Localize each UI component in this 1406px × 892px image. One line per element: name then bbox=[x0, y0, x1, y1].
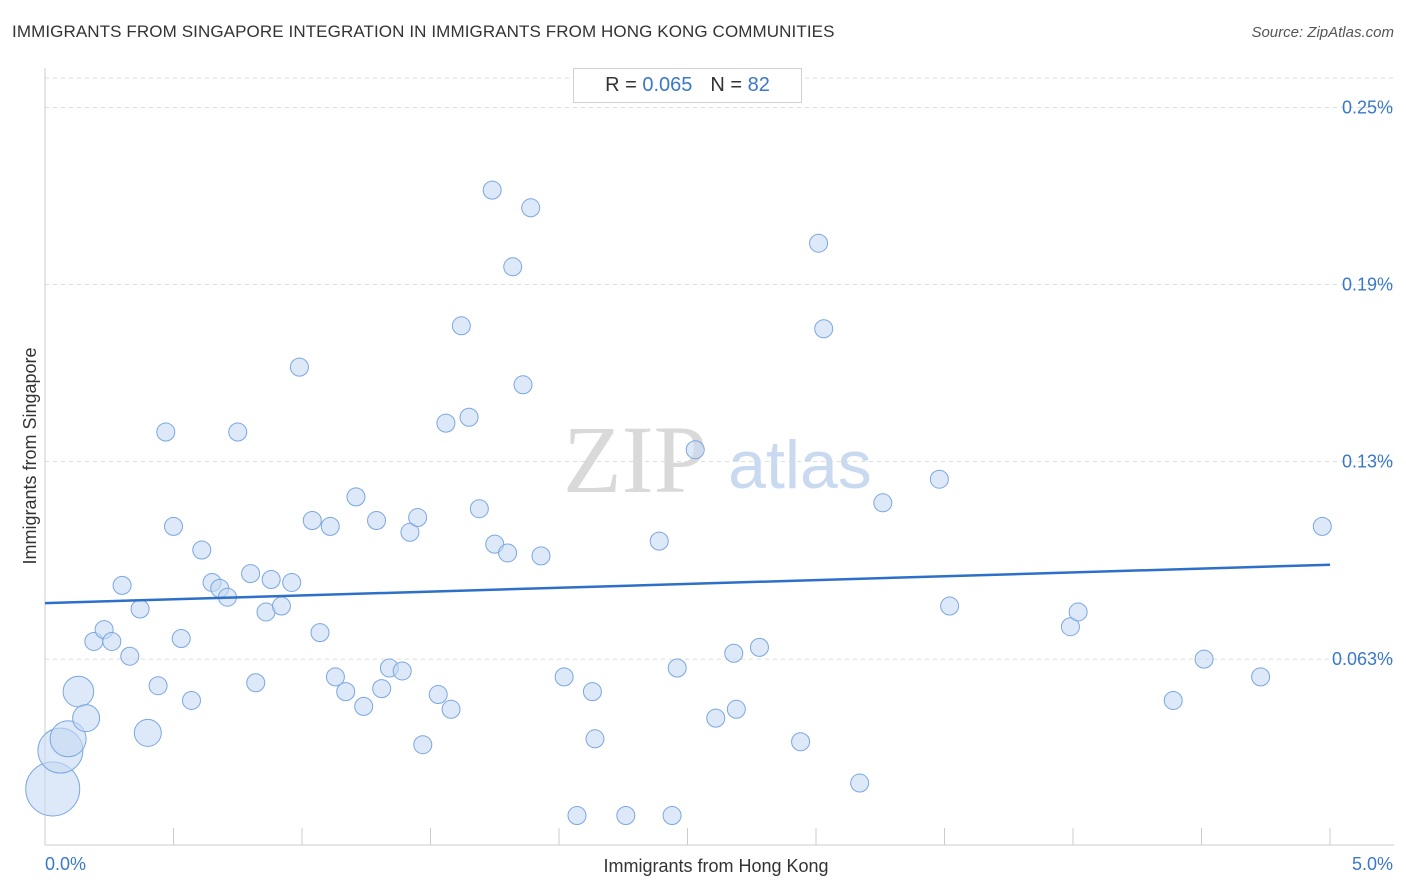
data-point bbox=[102, 631, 122, 651]
data-points bbox=[25, 180, 1332, 825]
r-label: R = bbox=[605, 74, 637, 96]
data-point bbox=[436, 413, 456, 433]
data-point bbox=[451, 316, 471, 336]
data-point bbox=[246, 673, 266, 693]
data-point bbox=[662, 806, 682, 825]
data-point bbox=[554, 667, 574, 687]
data-point bbox=[372, 679, 392, 699]
data-point bbox=[336, 682, 356, 702]
data-point bbox=[228, 422, 248, 442]
data-point bbox=[726, 699, 746, 719]
data-point bbox=[1251, 667, 1271, 687]
data-point bbox=[850, 773, 870, 793]
data-point bbox=[428, 685, 448, 705]
chart-title: IMMIGRANTS FROM SINGAPORE INTEGRATION IN… bbox=[12, 22, 835, 41]
tick-labels: 0.063% 0.13% 0.19% 0.25% 0.0% 5.0% bbox=[45, 98, 1393, 875]
data-point bbox=[400, 522, 420, 542]
data-point bbox=[72, 704, 101, 733]
watermark-zip: ZIP bbox=[563, 406, 707, 513]
data-point bbox=[282, 572, 302, 592]
n-label: N = bbox=[710, 74, 743, 96]
data-point bbox=[62, 675, 95, 708]
x-tick-label: 0.0% bbox=[45, 854, 86, 874]
data-point bbox=[441, 699, 461, 719]
data-point bbox=[1068, 602, 1088, 622]
data-point bbox=[1163, 690, 1183, 710]
data-point bbox=[482, 180, 502, 200]
x-tick-label: 5.0% bbox=[1352, 854, 1393, 874]
data-point bbox=[320, 516, 340, 536]
data-point bbox=[814, 319, 834, 339]
x-axis-label: Immigrants from Hong Kong bbox=[603, 856, 828, 876]
y-tick-label: 0.063% bbox=[1332, 649, 1393, 669]
data-point bbox=[940, 596, 960, 616]
data-point bbox=[685, 440, 705, 460]
data-point bbox=[791, 732, 811, 752]
data-point bbox=[181, 690, 201, 710]
data-point bbox=[164, 516, 183, 536]
data-point bbox=[392, 661, 412, 681]
data-point bbox=[325, 667, 345, 687]
y-tick-label: 0.13% bbox=[1342, 452, 1393, 472]
stats-box: R = 0.065 N = 82 bbox=[573, 68, 802, 103]
data-point bbox=[310, 623, 330, 643]
data-point bbox=[582, 682, 602, 702]
data-point bbox=[649, 531, 669, 551]
data-point bbox=[567, 806, 587, 825]
data-point bbox=[513, 375, 533, 395]
watermark-atlas: atlas bbox=[728, 427, 872, 503]
data-point bbox=[706, 708, 726, 728]
r-value: 0.065 bbox=[642, 74, 693, 96]
data-point bbox=[192, 540, 212, 560]
data-point bbox=[130, 599, 150, 619]
axes bbox=[44, 68, 1394, 846]
data-point bbox=[521, 198, 541, 218]
data-point bbox=[171, 629, 191, 648]
data-point bbox=[724, 643, 744, 663]
data-point bbox=[271, 596, 291, 616]
y-axis-label: Immigrants from Singapore bbox=[20, 347, 40, 564]
trend-line-group bbox=[44, 563, 1331, 605]
data-point bbox=[469, 499, 489, 519]
data-point bbox=[1194, 649, 1214, 669]
data-point bbox=[241, 564, 261, 584]
data-point bbox=[49, 720, 87, 758]
data-point bbox=[498, 543, 518, 563]
data-point bbox=[809, 233, 829, 253]
data-point bbox=[1060, 617, 1080, 637]
data-point bbox=[408, 508, 428, 528]
data-point bbox=[749, 637, 769, 657]
data-point bbox=[148, 676, 168, 696]
data-point bbox=[459, 407, 479, 427]
data-point bbox=[585, 729, 605, 749]
data-point bbox=[133, 718, 162, 747]
data-point bbox=[873, 493, 893, 513]
data-point bbox=[120, 646, 140, 666]
data-point bbox=[346, 487, 366, 507]
watermark: ZIP atlas bbox=[563, 406, 872, 513]
data-point bbox=[1312, 516, 1332, 536]
y-tick-label: 0.19% bbox=[1342, 275, 1393, 295]
source-label: Source: ZipAtlas.com bbox=[1251, 24, 1394, 41]
data-point bbox=[289, 357, 309, 377]
data-point bbox=[354, 696, 374, 716]
data-point bbox=[667, 658, 687, 678]
data-point bbox=[531, 546, 551, 566]
n-value: 82 bbox=[747, 74, 770, 96]
y-tick-label: 0.25% bbox=[1342, 98, 1393, 118]
data-point bbox=[112, 575, 132, 595]
data-point bbox=[261, 570, 281, 589]
data-point bbox=[413, 735, 433, 755]
trend-line bbox=[44, 563, 1331, 605]
data-point bbox=[156, 422, 176, 442]
data-point bbox=[367, 511, 387, 530]
data-point bbox=[929, 469, 949, 489]
data-point bbox=[503, 257, 523, 277]
data-point bbox=[302, 511, 322, 530]
data-point bbox=[616, 806, 636, 825]
